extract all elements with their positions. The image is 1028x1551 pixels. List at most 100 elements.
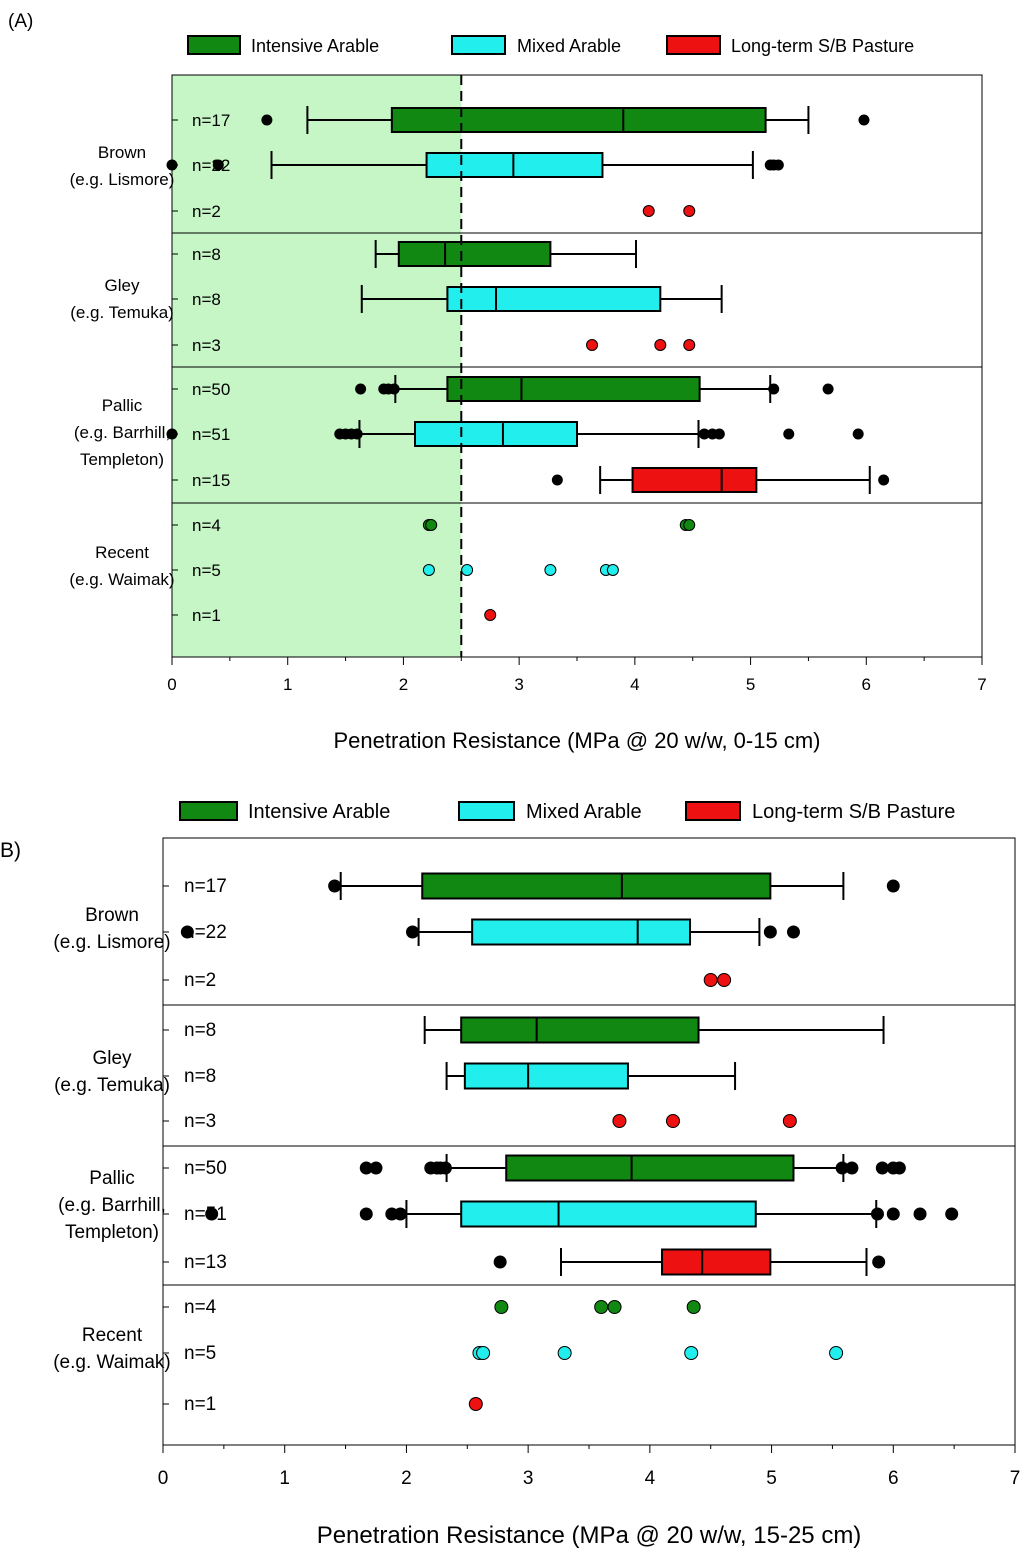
data-point-intensive [607, 1300, 622, 1314]
outlier-point [166, 428, 178, 440]
x-tick-label: 6 [862, 675, 871, 694]
outlier-point [845, 1161, 859, 1175]
group-label: Brown [98, 143, 146, 162]
x-tick-label: 5 [746, 675, 755, 694]
x-tick-label: 4 [645, 1468, 656, 1489]
n-label: n=3 [184, 1111, 216, 1132]
outlier-point [852, 428, 864, 440]
data-point-pasture [717, 973, 732, 987]
box-intensive [460, 1016, 700, 1044]
x-tick-label: 7 [977, 675, 986, 694]
data-point-pasture [612, 1114, 627, 1128]
outlier-point [698, 428, 710, 440]
outlier-point [786, 925, 800, 939]
outlier-point [945, 1207, 959, 1221]
outlier-point [166, 159, 178, 171]
n-label: n=22 [184, 922, 227, 943]
data-point-pasture [654, 339, 667, 351]
x-tick-label: 1 [283, 675, 292, 694]
legend-label: Mixed Arable [526, 801, 642, 823]
data-point-mixed [422, 564, 435, 576]
n-label: n=1 [192, 606, 221, 625]
outlier-point [359, 1161, 373, 1175]
n-label: n=2 [184, 970, 216, 991]
n-label: n=5 [192, 561, 221, 580]
outlier-point [763, 925, 777, 939]
x-tick-label: 3 [514, 675, 523, 694]
outlier-point [913, 1207, 927, 1221]
x-tick-label: 0 [158, 1468, 169, 1489]
outlier-point [768, 383, 780, 395]
x-tick-label: 2 [401, 1468, 412, 1489]
group-label: (e.g. Lismore) [53, 932, 170, 953]
box-intensive [505, 1154, 795, 1182]
outlier-point [886, 1207, 900, 1221]
outlier-point [870, 1207, 884, 1221]
box-mixed [460, 1200, 757, 1228]
group-label: (e.g. Temuka) [70, 303, 174, 322]
outlier-point [713, 428, 725, 440]
data-point-mixed [557, 1346, 572, 1360]
box-mixed [446, 286, 662, 312]
data-point-intensive [494, 1300, 509, 1314]
n-label: n=8 [192, 290, 221, 309]
data-point-pasture [782, 1114, 797, 1128]
outlier-point [886, 879, 900, 893]
legend-label: Intensive Arable [251, 36, 379, 56]
n-label: n=8 [184, 1020, 216, 1041]
outlier-point [438, 1161, 452, 1175]
legend-label: Intensive Arable [248, 801, 390, 823]
outlier-point [892, 1161, 906, 1175]
legend-label: Long-term S/B Pasture [752, 801, 955, 823]
group-label: Templeton) [65, 1222, 159, 1243]
n-label: n=4 [192, 516, 221, 535]
n-label: n=50 [184, 1158, 227, 1179]
panel-label: B) [0, 839, 21, 862]
outlier-point [878, 474, 890, 486]
group-label: Brown [85, 905, 139, 926]
data-point-pasture [468, 1397, 483, 1411]
group-label: (e.g. Temuka) [54, 1075, 170, 1096]
group-label: Pallic [102, 396, 143, 415]
group-label: (e.g. Barrhill, [74, 423, 170, 442]
outlier-point [355, 383, 367, 395]
group-label: (e.g. Lismore) [70, 170, 175, 189]
panel-label: (A) [8, 11, 33, 32]
n-label: n=8 [184, 1066, 216, 1087]
box-pasture [661, 1248, 772, 1276]
box-mixed [414, 421, 578, 447]
outlier-point [359, 1207, 373, 1221]
legend-swatch-pasture [666, 35, 721, 55]
data-point-pasture [703, 973, 718, 987]
outlier-point [835, 1161, 849, 1175]
x-tick-label: 3 [523, 1468, 534, 1489]
outlier-point [872, 1255, 886, 1269]
data-point-mixed [476, 1346, 491, 1360]
group-label: Gley [105, 276, 140, 295]
group-label: (e.g. Barrhill, [58, 1195, 166, 1216]
outlier-point [858, 114, 870, 126]
outlier-point [351, 428, 363, 440]
outlier-point [205, 1207, 219, 1221]
data-point-mixed [461, 564, 474, 576]
box-mixed [463, 1062, 629, 1090]
data-point-mixed [606, 564, 619, 576]
n-label: n=22 [192, 156, 230, 175]
group-label: Templeton) [80, 450, 164, 469]
outlier-point [772, 159, 784, 171]
group-label: (e.g. Waimak) [69, 570, 174, 589]
outlier-point [261, 114, 273, 126]
data-point-pasture [665, 1114, 680, 1128]
x-tick-label: 1 [279, 1468, 290, 1489]
n-label: n=2 [192, 202, 221, 221]
x-tick-label: 5 [766, 1468, 777, 1489]
group-label: (e.g. Waimak) [53, 1352, 171, 1373]
x-tick-label: 6 [888, 1468, 899, 1489]
data-point-intensive [425, 519, 438, 531]
group-label: Gley [92, 1048, 132, 1069]
n-label: n=3 [192, 336, 221, 355]
legend-swatch-intensive [179, 801, 238, 821]
legend-swatch-mixed [458, 801, 515, 821]
n-label: n=5 [184, 1343, 216, 1364]
